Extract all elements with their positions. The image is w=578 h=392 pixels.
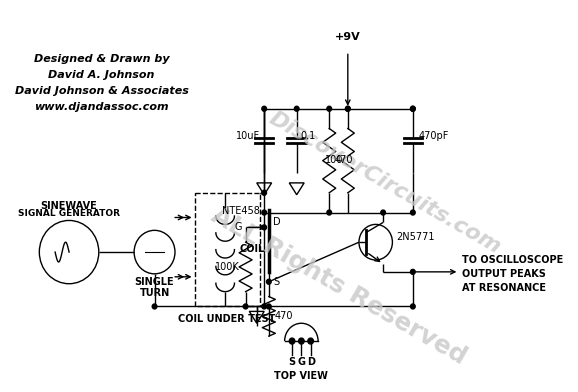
- Circle shape: [410, 304, 415, 309]
- Circle shape: [381, 210, 386, 215]
- Text: 100: 100: [325, 155, 343, 165]
- Circle shape: [262, 190, 266, 195]
- Text: D: D: [273, 218, 281, 227]
- Text: 470: 470: [275, 311, 293, 321]
- Text: COIL UNDER TEST: COIL UNDER TEST: [179, 314, 276, 324]
- Text: S: S: [288, 357, 295, 367]
- Text: NTE458: NTE458: [222, 205, 260, 216]
- Text: 470: 470: [335, 155, 353, 165]
- Circle shape: [289, 338, 295, 344]
- Text: COIL: COIL: [239, 244, 264, 254]
- Circle shape: [327, 210, 332, 215]
- Circle shape: [262, 210, 266, 215]
- Text: G: G: [297, 357, 305, 367]
- Text: ALL Rights Reserved: ALL Rights Reserved: [207, 204, 470, 370]
- Circle shape: [266, 279, 271, 284]
- Text: DiscoverCircuits.com: DiscoverCircuits.com: [265, 108, 505, 258]
- Circle shape: [410, 210, 415, 215]
- Bar: [195, 193, 260, 307]
- Text: TO OSCILLOSCOPE: TO OSCILLOSCOPE: [462, 255, 564, 265]
- Text: D: D: [307, 357, 314, 367]
- Circle shape: [308, 338, 313, 344]
- Circle shape: [262, 106, 266, 111]
- Circle shape: [152, 304, 157, 309]
- Text: SIGNAL GENERATOR: SIGNAL GENERATOR: [18, 209, 120, 218]
- Circle shape: [294, 106, 299, 111]
- Text: SINGLE
TURN: SINGLE TURN: [135, 277, 175, 298]
- Circle shape: [299, 338, 304, 344]
- Circle shape: [327, 106, 332, 111]
- Circle shape: [266, 304, 271, 309]
- Text: +9V: +9V: [335, 31, 361, 42]
- Text: 10uF: 10uF: [236, 131, 261, 142]
- Circle shape: [262, 304, 266, 309]
- Text: TOP VIEW: TOP VIEW: [275, 371, 328, 381]
- Circle shape: [262, 225, 266, 230]
- Text: 2N5771: 2N5771: [396, 232, 435, 242]
- Text: 470pF: 470pF: [418, 131, 449, 142]
- Text: Designed & Drawn by: Designed & Drawn by: [34, 54, 169, 64]
- Text: 100K: 100K: [215, 262, 240, 272]
- Text: S: S: [273, 277, 280, 287]
- Circle shape: [410, 106, 415, 111]
- Circle shape: [346, 106, 350, 111]
- Circle shape: [346, 106, 350, 111]
- Circle shape: [410, 269, 415, 274]
- Text: OUTPUT PEAKS: OUTPUT PEAKS: [462, 269, 546, 279]
- Text: David Johnson & Associates: David Johnson & Associates: [14, 86, 188, 96]
- Text: David A. Johnson: David A. Johnson: [49, 70, 155, 80]
- Text: 0.1: 0.1: [301, 131, 316, 142]
- Text: www.djandassoc.com: www.djandassoc.com: [34, 102, 169, 112]
- Circle shape: [243, 304, 248, 309]
- Text: SINEWAVE: SINEWAVE: [40, 201, 98, 211]
- Text: AT RESONANCE: AT RESONANCE: [462, 283, 546, 293]
- Circle shape: [410, 106, 415, 111]
- Text: G: G: [235, 222, 242, 232]
